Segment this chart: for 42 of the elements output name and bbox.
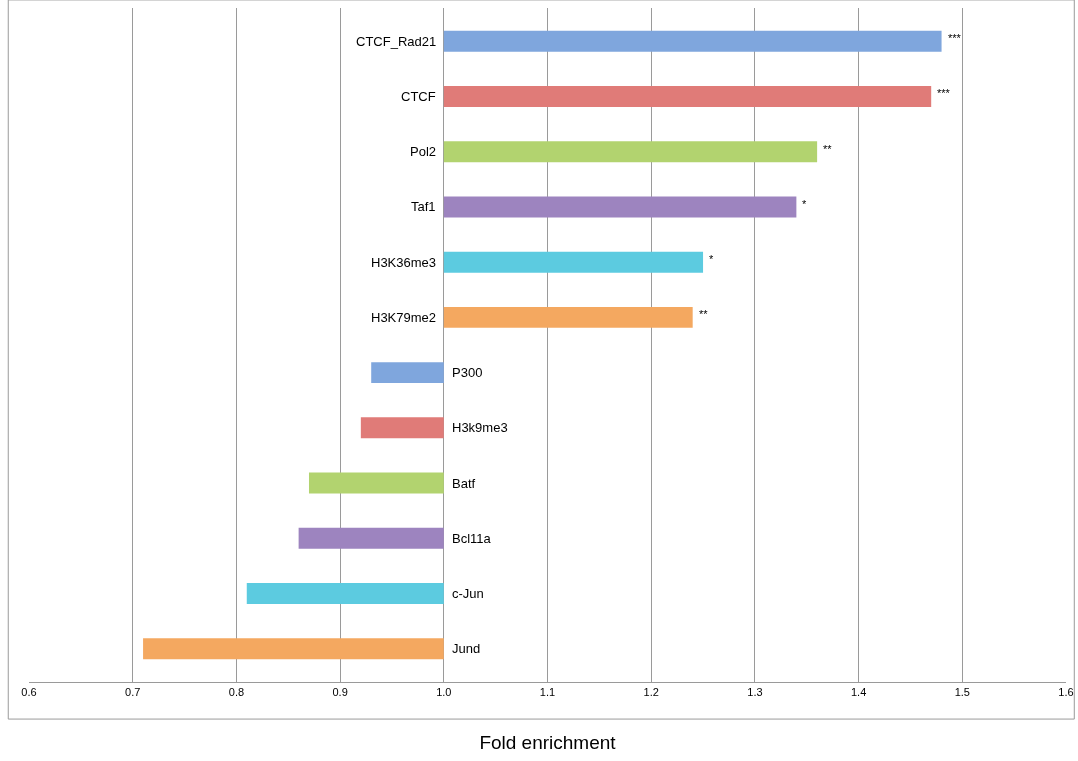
bar	[443, 251, 704, 273]
annotation: **	[823, 143, 833, 155]
annotation: *	[802, 198, 807, 210]
y-tick-label: Pol2	[410, 144, 437, 159]
bar	[443, 30, 942, 52]
x-tick-label: 1.2	[643, 686, 659, 699]
bar	[443, 196, 797, 218]
y-tick-label: Jund	[452, 641, 481, 656]
x-tick-label: 1.6	[1058, 686, 1074, 699]
x-axis-title: Fold enrichment	[479, 732, 617, 753]
annotation: *	[709, 253, 714, 265]
bar	[246, 583, 444, 605]
bar	[443, 306, 693, 328]
x-tick-label: 0.6	[21, 686, 37, 699]
annotation: **	[699, 308, 709, 320]
annotation: ***	[948, 32, 962, 44]
x-tick-label: 0.8	[228, 686, 245, 699]
bar	[308, 472, 444, 494]
y-tick-label: CTCF_Rad21	[356, 34, 437, 49]
y-tick-label: H3K79me2	[371, 310, 437, 325]
bar	[298, 527, 444, 549]
y-tick-label: H3k9me3	[452, 420, 508, 435]
bar	[371, 362, 444, 384]
x-tick-label: 1.4	[850, 686, 867, 699]
bar	[143, 638, 444, 660]
x-tick-label: 0.7	[125, 686, 141, 699]
x-tick-label: 0.9	[332, 686, 348, 699]
bar	[443, 141, 818, 163]
x-tick-label: 1.0	[436, 686, 452, 699]
y-tick-label: Bcl11a	[452, 531, 492, 546]
y-tick-label: H3K36me3	[371, 255, 437, 270]
x-tick-label: 1.3	[747, 686, 763, 699]
y-tick-label: c-Jun	[452, 586, 484, 601]
annotation: ***	[937, 87, 951, 99]
y-tick-label: CTCF	[401, 89, 436, 104]
x-tick-label: 1.5	[954, 686, 970, 699]
y-tick-label: P300	[452, 365, 483, 380]
x-tick-label: 1.1	[539, 686, 556, 699]
y-tick-label: Taf1	[411, 199, 436, 214]
y-tick-label: Batf	[452, 476, 476, 491]
bar	[360, 417, 444, 439]
bar	[443, 85, 932, 107]
